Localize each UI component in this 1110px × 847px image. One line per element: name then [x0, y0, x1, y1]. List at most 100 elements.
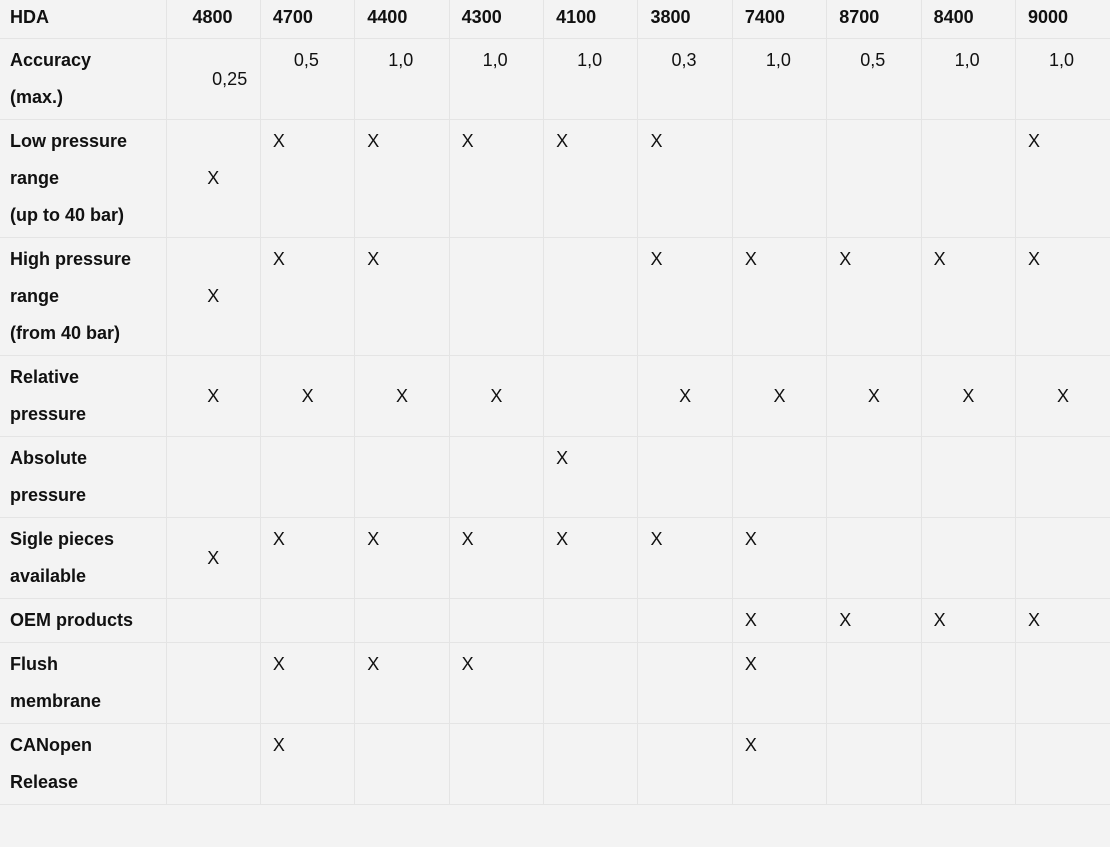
table-cell: [165, 642, 261, 724]
row-label: CANopen Release: [0, 723, 167, 805]
header-model: 4800: [165, 0, 261, 39]
row-label: Absolute pressure: [0, 436, 167, 518]
table-cell: X: [448, 517, 545, 599]
table-cell: X: [637, 237, 733, 356]
row-label-line: membrane: [10, 691, 102, 711]
table-cell: [920, 436, 1017, 518]
header-model: 4400: [354, 0, 450, 39]
table-cell: [543, 598, 639, 643]
table-cell: [165, 723, 261, 805]
table-cell: [1015, 436, 1110, 518]
row-label-line: Sigle pieces: [10, 529, 115, 549]
table-cell: X: [448, 642, 545, 724]
table-cell: X: [259, 355, 356, 437]
table-cell: [826, 436, 922, 518]
table-cell: [543, 642, 639, 724]
table-cell: [920, 119, 1017, 238]
table-cell: [637, 598, 733, 643]
table-cell: X: [165, 517, 261, 599]
table-row: Flush membrane X X X X: [0, 642, 1110, 724]
table-cell: X: [259, 119, 356, 238]
header-model: 4100: [543, 0, 639, 39]
table-cell: [920, 723, 1017, 805]
table-cell: X: [1015, 237, 1110, 356]
table-cell: X: [543, 436, 639, 518]
row-label-line: Low pressure: [10, 131, 128, 151]
header-model: 9000: [1015, 0, 1110, 39]
table-cell: 0,5: [826, 38, 922, 120]
header-model: 3800: [637, 0, 733, 39]
table-cell: [731, 436, 828, 518]
row-label-line: Release: [10, 772, 79, 792]
row-label-line: (max.): [10, 87, 64, 107]
table-cell: X: [637, 355, 733, 437]
row-label: Relative pressure: [0, 355, 167, 437]
table-cell: X: [637, 119, 733, 238]
row-label-line: (from 40 bar): [10, 323, 121, 343]
row-label-line: range: [10, 168, 60, 188]
row-label-line: pressure: [10, 485, 87, 505]
table-cell: 1,0: [1015, 38, 1110, 120]
table-cell: X: [920, 598, 1017, 643]
header-model: 8400: [920, 0, 1017, 39]
table-cell: X: [165, 237, 261, 356]
table-cell: X: [448, 355, 545, 437]
table-cell: 1,0: [920, 38, 1017, 120]
row-label: Sigle pieces available: [0, 517, 167, 599]
table-cell: X: [354, 237, 450, 356]
table-cell: 0,3: [637, 38, 733, 120]
table-cell: X: [354, 119, 450, 238]
table-cell: [543, 723, 639, 805]
table-cell: [448, 436, 545, 518]
row-label-line: Accuracy: [10, 50, 92, 70]
table-row: OEM products X X X X: [0, 598, 1110, 643]
table-cell: X: [826, 237, 922, 356]
table-cell: 0,5: [259, 38, 356, 120]
table-cell: [543, 237, 639, 356]
table-cell: X: [448, 119, 545, 238]
header-model: 8700: [826, 0, 922, 39]
table-cell: X: [354, 642, 450, 724]
table-cell: [1015, 723, 1110, 805]
table-cell: [259, 436, 356, 518]
row-label: Accuracy (max.): [0, 38, 167, 120]
row-label-line: available: [10, 566, 87, 586]
table-cell: X: [1015, 119, 1110, 238]
table-row: High pressure range (from 40 bar) X X X X X X X X: [0, 237, 1110, 356]
table-cell: [731, 119, 828, 238]
header-model: 7400: [731, 0, 828, 39]
header-model: 4300: [448, 0, 545, 39]
table-cell: [354, 598, 450, 643]
table-cell: X: [731, 517, 828, 599]
table-cell: X: [826, 355, 922, 437]
table-row: Sigle pieces available X X X X X X X: [0, 517, 1110, 599]
table-cell: X: [637, 517, 733, 599]
table-cell: [920, 642, 1017, 724]
table-cell: X: [731, 355, 828, 437]
table-row: CANopen Release X X: [0, 723, 1110, 805]
row-label: Low pressure range (up to 40 bar): [0, 119, 167, 238]
table-cell: X: [165, 355, 261, 437]
row-label-line: Relative: [10, 367, 80, 387]
table-cell: [920, 517, 1017, 599]
table-cell: X: [543, 517, 639, 599]
row-label-line: High pressure: [10, 249, 132, 269]
row-label-line: CANopen: [10, 735, 92, 755]
table-cell: [543, 355, 639, 437]
table-cell: X: [826, 598, 922, 643]
table-cell: 1,0: [731, 38, 828, 120]
table-cell: X: [259, 723, 356, 805]
header-label: HDA: [0, 0, 167, 39]
row-label-line: Flush: [10, 654, 58, 674]
table-cell: [826, 642, 922, 724]
table-cell: X: [259, 237, 356, 356]
table-cell: [826, 723, 922, 805]
table-cell: X: [920, 237, 1017, 356]
table-row: Low pressure range (up to 40 bar) X X X X X X X: [0, 119, 1110, 238]
row-label: OEM products: [0, 598, 167, 643]
row-label-line: pressure: [10, 404, 87, 424]
table-cell: [448, 723, 545, 805]
table-cell: X: [1015, 355, 1110, 437]
table-cell: X: [543, 119, 639, 238]
table-cell: [165, 598, 261, 643]
